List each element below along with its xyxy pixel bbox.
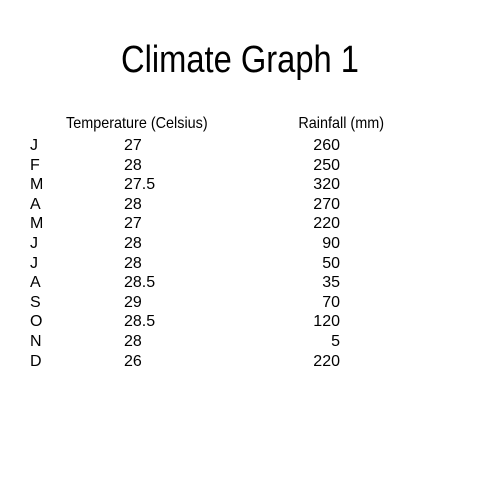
table-row: O 28.5 120 bbox=[0, 312, 480, 332]
table-row: J 27 260 bbox=[0, 136, 480, 156]
month-label: J bbox=[30, 137, 38, 154]
table-row: S 29 70 bbox=[0, 293, 480, 313]
temperature-value: 28.5 bbox=[124, 274, 156, 292]
month-label: M bbox=[30, 176, 44, 194]
table-row: J 28 50 bbox=[0, 254, 480, 274]
month-label: F bbox=[30, 156, 40, 174]
month-label: M bbox=[30, 215, 44, 233]
month-label: N bbox=[30, 332, 42, 350]
table-row: F 28 250 bbox=[0, 156, 480, 176]
temperature-column-header: Temperature (Celsius) bbox=[66, 115, 208, 132]
temperature-value: 27 bbox=[124, 137, 142, 154]
temperature-value: 27 bbox=[124, 215, 142, 233]
rainfall-value: 35 bbox=[322, 274, 340, 292]
month-label: J bbox=[30, 254, 38, 272]
table-row: M 27 220 bbox=[0, 214, 480, 234]
month-label: J bbox=[30, 234, 38, 252]
rainfall-value: 320 bbox=[313, 176, 340, 194]
table-row: A 28.5 35 bbox=[0, 273, 480, 293]
month-label: O bbox=[30, 313, 43, 331]
rainfall-value: 220 bbox=[313, 215, 340, 233]
temperature-value: 28 bbox=[124, 254, 142, 272]
table-row: J 28 90 bbox=[0, 234, 480, 254]
temperature-value: 28 bbox=[124, 195, 142, 213]
rainfall-value: 90 bbox=[322, 234, 340, 252]
rainfall-value: 50 bbox=[322, 254, 340, 272]
month-label: A bbox=[30, 274, 41, 292]
rainfall-value: 270 bbox=[313, 195, 340, 213]
table-row: N 28 5 bbox=[0, 332, 480, 352]
rainfall-value: 120 bbox=[313, 313, 340, 331]
month-label: S bbox=[30, 293, 41, 311]
rainfall-column-header: Rainfall (mm) bbox=[298, 115, 385, 132]
temperature-value: 26 bbox=[124, 352, 142, 370]
temperature-value: 28 bbox=[124, 234, 142, 252]
temperature-value: 28 bbox=[124, 332, 142, 350]
chart-title: Climate Graph 1 bbox=[121, 39, 359, 81]
table-row: A 28 270 bbox=[0, 195, 480, 215]
rainfall-value: 260 bbox=[313, 137, 340, 154]
table-row: M 27.5 320 bbox=[0, 175, 480, 195]
temperature-value: 28 bbox=[124, 156, 142, 174]
temperature-value: 28.5 bbox=[124, 313, 156, 331]
rainfall-value: 250 bbox=[313, 156, 340, 174]
rainfall-value: 220 bbox=[313, 352, 340, 370]
temperature-value: 29 bbox=[124, 293, 142, 311]
climate-table: J 27 260 F 28 250 M 27.5 320 A 28 270 M 27 220 J 28 90 J 28… bbox=[0, 136, 480, 371]
table-row: D 26 220 bbox=[0, 352, 480, 372]
rainfall-value: 5 bbox=[331, 332, 340, 350]
month-label: D bbox=[30, 352, 42, 370]
temperature-value: 27.5 bbox=[124, 176, 156, 194]
rainfall-value: 70 bbox=[322, 293, 340, 311]
month-label: A bbox=[30, 195, 41, 213]
